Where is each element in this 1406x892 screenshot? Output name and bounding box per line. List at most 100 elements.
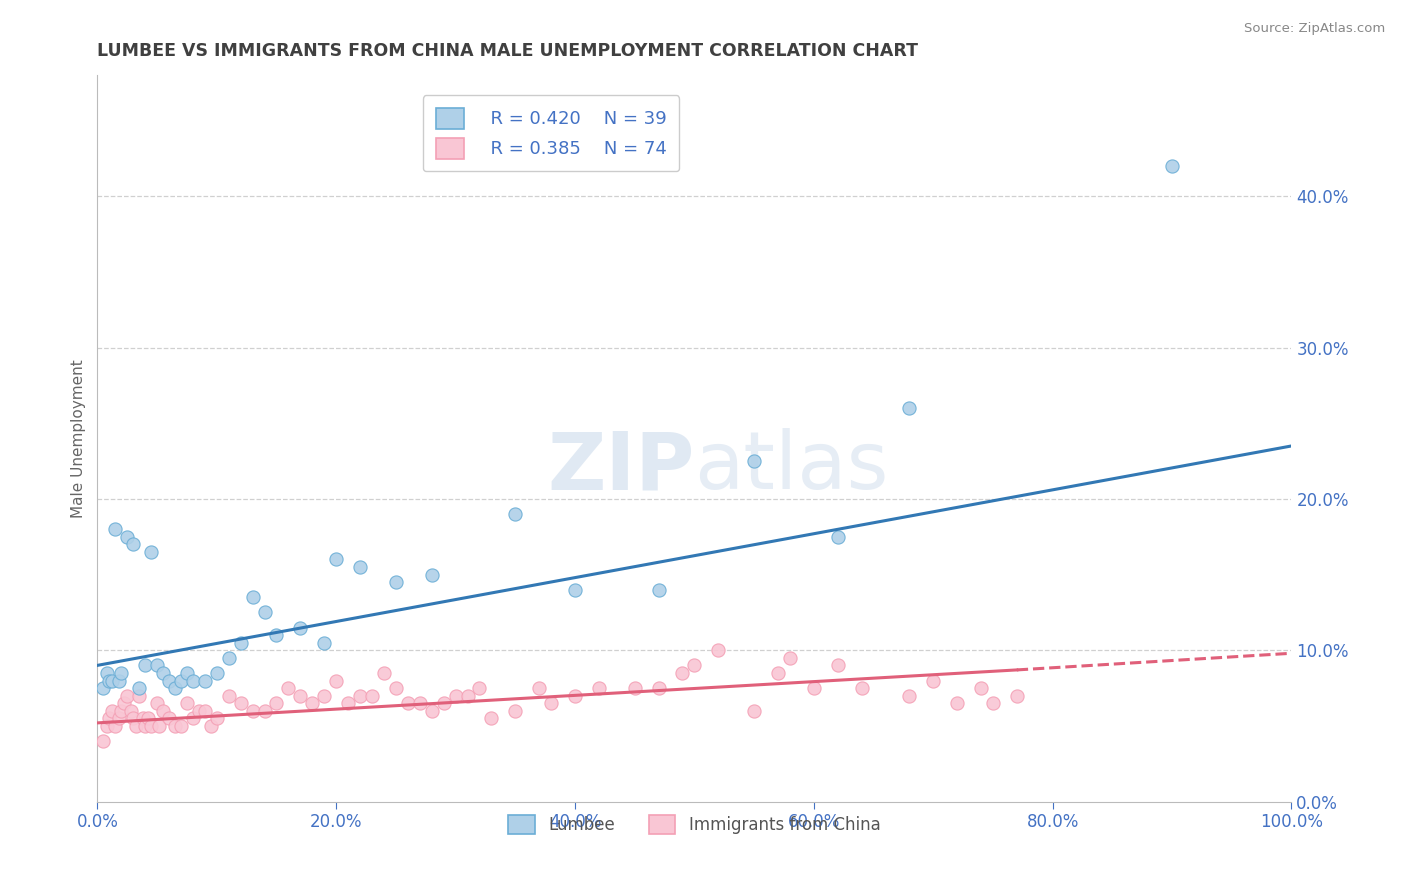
Point <box>373 665 395 680</box>
Point <box>420 704 443 718</box>
Point <box>134 658 156 673</box>
Point <box>136 711 159 725</box>
Point <box>115 689 138 703</box>
Point <box>683 658 706 673</box>
Point <box>110 704 132 718</box>
Point <box>1161 159 1184 173</box>
Point <box>139 545 162 559</box>
Point <box>290 621 312 635</box>
Point <box>181 673 204 688</box>
Point <box>266 696 288 710</box>
Point <box>242 704 264 718</box>
Point <box>898 689 921 703</box>
Point <box>647 681 669 695</box>
Point <box>91 734 114 748</box>
Point <box>851 681 873 695</box>
Point <box>242 591 264 605</box>
Point <box>122 711 145 725</box>
Point <box>124 719 146 733</box>
Point <box>104 522 127 536</box>
Point <box>540 696 562 710</box>
Point <box>396 696 419 710</box>
Point <box>444 689 467 703</box>
Point <box>218 689 240 703</box>
Point <box>108 673 131 688</box>
Point <box>110 665 132 680</box>
Point <box>132 711 155 725</box>
Point <box>301 696 323 710</box>
Point <box>385 681 408 695</box>
Point <box>170 673 193 688</box>
Point <box>253 704 276 718</box>
Point <box>205 711 228 725</box>
Point <box>96 665 118 680</box>
Point <box>253 606 276 620</box>
Point <box>898 401 921 416</box>
Point <box>671 665 693 680</box>
Point <box>946 696 969 710</box>
Point <box>112 696 135 710</box>
Point <box>337 696 360 710</box>
Point <box>157 673 180 688</box>
Point <box>314 689 336 703</box>
Point <box>922 673 945 688</box>
Y-axis label: Male Unemployment: Male Unemployment <box>72 359 86 517</box>
Point <box>361 689 384 703</box>
Point <box>409 696 432 710</box>
Point <box>827 530 849 544</box>
Text: LUMBEE VS IMMIGRANTS FROM CHINA MALE UNEMPLOYMENT CORRELATION CHART: LUMBEE VS IMMIGRANTS FROM CHINA MALE UNE… <box>97 42 918 60</box>
Point <box>157 711 180 725</box>
Point <box>266 628 288 642</box>
Point <box>433 696 456 710</box>
Point <box>742 454 765 468</box>
Point <box>200 719 222 733</box>
Point <box>152 665 174 680</box>
Point <box>290 689 312 703</box>
Point <box>766 665 789 680</box>
Point <box>120 704 142 718</box>
Point <box>564 582 586 597</box>
Text: Source: ZipAtlas.com: Source: ZipAtlas.com <box>1244 22 1385 36</box>
Point <box>128 689 150 703</box>
Point <box>385 575 408 590</box>
Point <box>134 719 156 733</box>
Point <box>176 665 198 680</box>
Point <box>98 673 121 688</box>
Point <box>481 711 503 725</box>
Point <box>803 681 825 695</box>
Point <box>503 507 526 521</box>
Point <box>325 673 347 688</box>
Point <box>205 665 228 680</box>
Point <box>564 689 586 703</box>
Point <box>527 681 550 695</box>
Point <box>325 552 347 566</box>
Point <box>122 537 145 551</box>
Point <box>181 711 204 725</box>
Point <box>1005 689 1028 703</box>
Legend: Lumbee, Immigrants from China: Lumbee, Immigrants from China <box>499 805 890 844</box>
Point <box>128 681 150 695</box>
Point <box>152 704 174 718</box>
Point <box>277 681 299 695</box>
Point <box>468 681 491 695</box>
Point <box>146 658 169 673</box>
Point <box>108 711 131 725</box>
Point <box>314 635 336 649</box>
Point <box>457 689 479 703</box>
Point <box>187 704 209 718</box>
Point <box>139 719 162 733</box>
Point <box>707 643 730 657</box>
Point <box>194 673 217 688</box>
Point <box>349 560 371 574</box>
Point <box>96 719 118 733</box>
Point <box>163 681 186 695</box>
Point <box>779 650 801 665</box>
Point <box>349 689 371 703</box>
Point <box>91 681 114 695</box>
Point <box>420 567 443 582</box>
Point <box>647 582 669 597</box>
Point <box>827 658 849 673</box>
Point <box>115 530 138 544</box>
Point <box>229 696 252 710</box>
Text: ZIP: ZIP <box>547 428 695 507</box>
